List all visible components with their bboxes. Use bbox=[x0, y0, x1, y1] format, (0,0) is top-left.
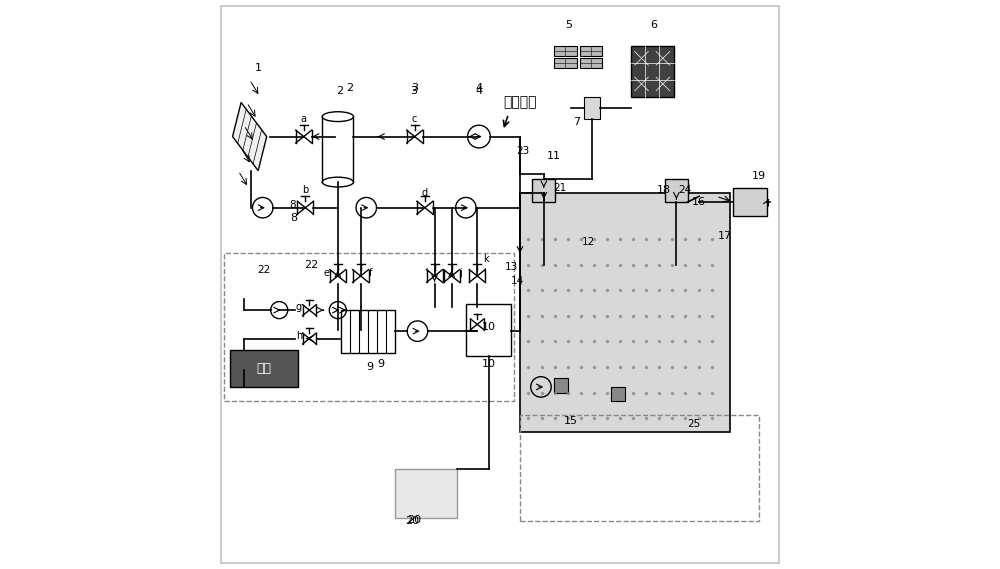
Text: 海水: 海水 bbox=[256, 362, 271, 374]
Text: h: h bbox=[296, 331, 302, 341]
Text: 6: 6 bbox=[650, 20, 657, 31]
Text: b: b bbox=[302, 185, 309, 196]
Text: 23: 23 bbox=[516, 146, 529, 156]
Bar bbox=[611, 387, 625, 401]
Text: 14: 14 bbox=[510, 277, 524, 287]
Text: 11: 11 bbox=[547, 151, 561, 162]
Text: 3: 3 bbox=[410, 86, 417, 96]
Polygon shape bbox=[580, 46, 602, 56]
Bar bbox=[230, 350, 298, 387]
Text: 15: 15 bbox=[564, 416, 578, 426]
Text: 8: 8 bbox=[289, 200, 296, 210]
Text: 9: 9 bbox=[377, 359, 384, 369]
Bar bbox=[733, 188, 767, 216]
Bar bbox=[631, 46, 674, 97]
Bar bbox=[466, 304, 511, 356]
Text: 22: 22 bbox=[304, 259, 318, 270]
Bar bbox=[520, 415, 759, 521]
Text: 12: 12 bbox=[582, 237, 595, 247]
Text: 17: 17 bbox=[718, 231, 732, 241]
Text: a: a bbox=[301, 114, 307, 125]
Text: j: j bbox=[459, 268, 462, 278]
Text: 4: 4 bbox=[475, 83, 483, 93]
Bar bbox=[554, 378, 568, 393]
Text: e: e bbox=[323, 268, 329, 278]
Polygon shape bbox=[580, 58, 602, 68]
Text: 2: 2 bbox=[346, 83, 353, 93]
Text: 10: 10 bbox=[482, 322, 496, 332]
Bar bbox=[341, 310, 395, 353]
Text: f: f bbox=[369, 268, 373, 278]
Text: 3: 3 bbox=[411, 83, 418, 93]
Text: 1: 1 bbox=[255, 63, 262, 73]
Text: 25: 25 bbox=[687, 419, 700, 429]
Text: 20: 20 bbox=[405, 516, 419, 526]
Text: k: k bbox=[483, 254, 489, 264]
Polygon shape bbox=[554, 58, 577, 68]
Text: 13: 13 bbox=[505, 262, 518, 273]
Text: g: g bbox=[296, 302, 302, 312]
Text: 16: 16 bbox=[692, 197, 706, 207]
Text: 5: 5 bbox=[565, 20, 572, 31]
Text: 4: 4 bbox=[475, 86, 483, 96]
Text: 19: 19 bbox=[752, 171, 766, 182]
Text: 8: 8 bbox=[290, 213, 297, 223]
Text: d: d bbox=[422, 188, 428, 198]
Bar bbox=[532, 179, 555, 202]
Text: 20: 20 bbox=[408, 516, 422, 526]
Bar bbox=[224, 253, 514, 401]
Bar bbox=[665, 179, 688, 202]
Text: 7: 7 bbox=[573, 117, 580, 127]
Text: 2: 2 bbox=[336, 86, 343, 96]
Bar bbox=[395, 469, 457, 518]
Text: 注热流体: 注热流体 bbox=[503, 96, 536, 109]
Bar bbox=[520, 193, 730, 432]
Polygon shape bbox=[233, 102, 267, 171]
Text: 9: 9 bbox=[367, 362, 374, 372]
Text: c: c bbox=[412, 114, 417, 125]
Text: i: i bbox=[425, 268, 428, 278]
Text: l: l bbox=[483, 268, 486, 278]
Text: 10: 10 bbox=[482, 359, 496, 369]
Polygon shape bbox=[554, 46, 577, 56]
Bar bbox=[584, 97, 600, 119]
Text: 22: 22 bbox=[257, 265, 270, 275]
Text: 24: 24 bbox=[678, 185, 692, 196]
Text: 21: 21 bbox=[553, 183, 566, 193]
Text: 18: 18 bbox=[656, 185, 671, 196]
